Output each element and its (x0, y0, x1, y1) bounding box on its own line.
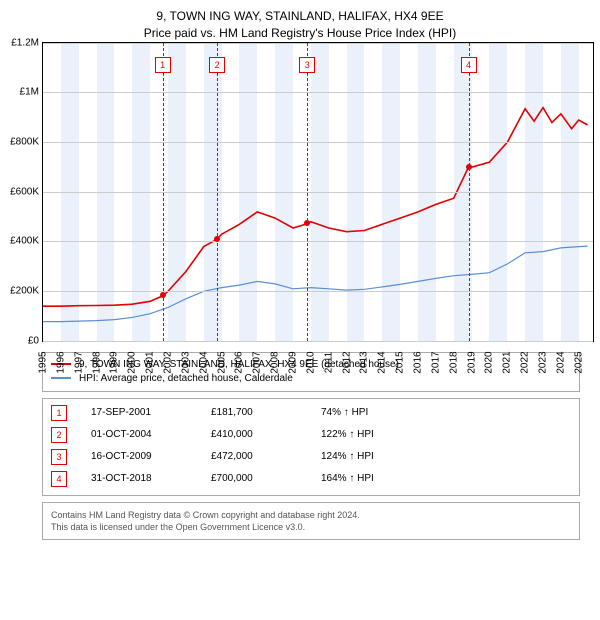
x-axis-label: 1999 (109, 351, 120, 373)
events-table: 1 17-SEP-2001£181,70074% ↑ HPI 2 01-OCT-200… (42, 398, 580, 496)
event-number-box: 4 (51, 471, 67, 487)
x-axis-label: 1997 (73, 351, 84, 373)
y-axis-label: £1M (0, 87, 43, 98)
event-price: £410,000 (211, 429, 321, 440)
chart-title: 9, TOWN ING WAY, STAINLAND, HALIFAX, HX4… (0, 0, 600, 42)
event-row: 3 16-OCT-2009£472,000124% ↑ HPI (51, 449, 571, 465)
x-axis-label: 2020 (484, 351, 495, 373)
event-price: £700,000 (211, 473, 321, 484)
gridline (43, 192, 593, 193)
x-axis-label: 2009 (288, 351, 299, 373)
event-date: 01-OCT-2004 (91, 429, 211, 440)
x-axis-label: 2002 (163, 351, 174, 373)
x-axis-label: 2013 (359, 351, 370, 373)
event-diff: 164% ↑ HPI (321, 473, 374, 484)
event-number-box: 3 (51, 449, 67, 465)
y-axis-label: £1.2M (0, 37, 43, 48)
x-axis-label: 2004 (198, 351, 209, 373)
plot-area: £0£200K£400K£600K£800K£1M£1.2M1995199619… (42, 42, 594, 342)
event-marker: 1 (155, 57, 171, 73)
x-axis-label: 2012 (341, 351, 352, 373)
title-line-2: Price paid vs. HM Land Registry's House … (0, 25, 600, 42)
x-axis-label: 2003 (180, 351, 191, 373)
series-price_paid (43, 107, 588, 306)
event-date: 17-SEP-2001 (91, 407, 211, 418)
event-price: £181,700 (211, 407, 321, 418)
x-axis-label: 2001 (145, 351, 156, 373)
sale-point-marker (160, 292, 166, 298)
gridline (43, 241, 593, 242)
y-axis-label: £400K (0, 236, 43, 247)
x-axis-label: 2015 (395, 351, 406, 373)
footer-line-2: This data is licensed under the Open Gov… (51, 521, 571, 533)
x-axis-label: 2025 (573, 351, 584, 373)
x-axis-label: 2022 (520, 351, 531, 373)
legend-item: HPI: Average price, detached house, Cald… (51, 373, 571, 384)
footer-line-1: Contains HM Land Registry data © Crown c… (51, 509, 571, 521)
event-marker: 4 (461, 57, 477, 73)
event-diff: 124% ↑ HPI (321, 451, 374, 462)
event-vline (469, 43, 470, 341)
x-axis-label: 2014 (377, 351, 388, 373)
gridline (43, 341, 593, 342)
x-axis-label: 2023 (538, 351, 549, 373)
gridline (43, 92, 593, 93)
y-axis-label: £600K (0, 186, 43, 197)
sale-point-marker (304, 220, 310, 226)
x-axis-label: 2018 (448, 351, 459, 373)
gridline (43, 43, 593, 44)
sale-point-marker (466, 164, 472, 170)
event-row: 4 31-OCT-2018£700,000164% ↑ HPI (51, 471, 571, 487)
x-axis-label: 2005 (216, 351, 227, 373)
event-date: 31-OCT-2018 (91, 473, 211, 484)
legend-swatch (51, 377, 71, 379)
event-diff: 122% ↑ HPI (321, 429, 374, 440)
gridline (43, 291, 593, 292)
x-axis-label: 2016 (413, 351, 424, 373)
y-axis-label: £200K (0, 285, 43, 296)
x-axis-label: 1996 (55, 351, 66, 373)
x-axis-label: 2010 (305, 351, 316, 373)
x-axis-label: 2000 (127, 351, 138, 373)
y-axis-label: £800K (0, 136, 43, 147)
title-line-1: 9, TOWN ING WAY, STAINLAND, HALIFAX, HX4… (0, 8, 600, 25)
series-hpi (43, 246, 588, 322)
event-date: 16-OCT-2009 (91, 451, 211, 462)
x-axis-label: 1998 (91, 351, 102, 373)
x-axis-label: 2008 (270, 351, 281, 373)
x-axis-label: 2006 (234, 351, 245, 373)
event-price: £472,000 (211, 451, 321, 462)
x-axis-label: 2007 (252, 351, 263, 373)
gridline (43, 142, 593, 143)
event-vline (217, 43, 218, 341)
x-axis-label: 2019 (466, 351, 477, 373)
event-diff: 74% ↑ HPI (321, 407, 368, 418)
attribution-footer: Contains HM Land Registry data © Crown c… (42, 502, 580, 540)
event-number-box: 1 (51, 405, 67, 421)
x-axis-label: 2011 (323, 351, 334, 373)
legend-label: HPI: Average price, detached house, Cald… (79, 373, 293, 384)
x-axis-label: 2021 (502, 351, 513, 373)
event-marker: 2 (209, 57, 225, 73)
event-vline (307, 43, 308, 341)
sale-point-marker (214, 236, 220, 242)
event-row: 1 17-SEP-2001£181,70074% ↑ HPI (51, 405, 571, 421)
x-axis-label: 2017 (430, 351, 441, 373)
event-row: 2 01-OCT-2004£410,000122% ↑ HPI (51, 427, 571, 443)
chart-container: 9, TOWN ING WAY, STAINLAND, HALIFAX, HX4… (0, 0, 600, 620)
event-marker: 3 (299, 57, 315, 73)
x-axis-label: 1995 (38, 351, 49, 373)
event-number-box: 2 (51, 427, 67, 443)
y-axis-label: £0 (0, 335, 43, 346)
x-axis-label: 2024 (555, 351, 566, 373)
